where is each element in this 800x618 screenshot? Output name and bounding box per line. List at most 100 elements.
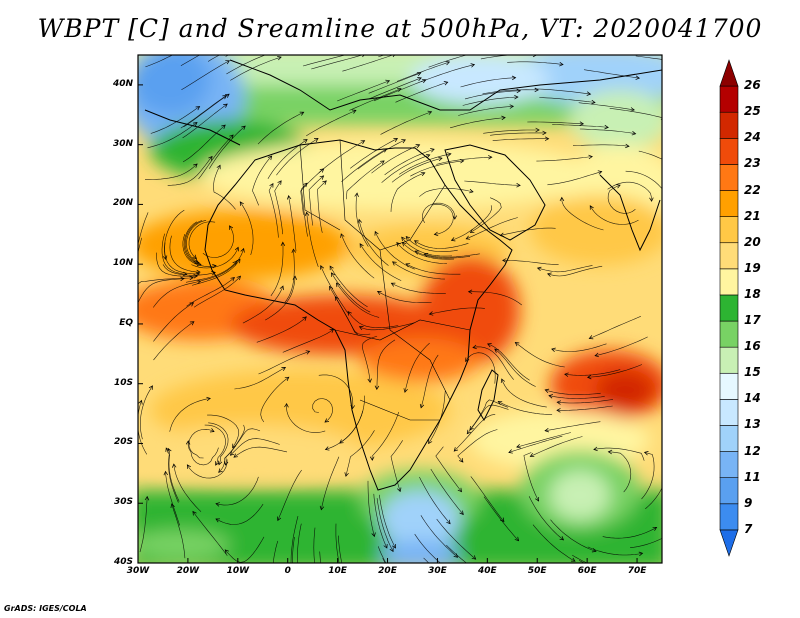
streamline: [534, 88, 591, 95]
colorbar-level-label: 15: [744, 365, 761, 380]
streamline-arrow: [664, 198, 668, 202]
streamline: [186, 277, 235, 307]
streamline: [501, 378, 547, 408]
streamline: [286, 403, 326, 433]
streamline: [138, 400, 148, 455]
streamline-arrow: [225, 93, 230, 98]
streamline-arrow: [544, 388, 550, 394]
streamline: [446, 544, 467, 563]
streamline: [402, 242, 455, 260]
streamline: [161, 233, 187, 275]
streamline: [420, 64, 475, 82]
streamline-arrow: [405, 263, 411, 268]
streamline-arrow: [144, 495, 150, 501]
streamline-arrow: [280, 241, 286, 247]
streamline: [435, 446, 462, 492]
streamline-arrow: [589, 205, 594, 210]
streamline-arrow: [406, 588, 410, 592]
streamline: [312, 398, 333, 423]
streamline: [308, 175, 324, 226]
streamline: [171, 503, 186, 559]
streamline: [593, 447, 645, 461]
streamline-arrow: [514, 341, 520, 347]
streamline: [470, 197, 502, 233]
streamline-arrow: [586, 374, 592, 380]
streamline-arrow: [616, 184, 621, 189]
streamline: [458, 106, 514, 116]
colorbar: [719, 59, 739, 557]
streamline: [404, 342, 430, 393]
streamline: [515, 342, 565, 368]
colorbar-level-label: 25: [744, 104, 761, 119]
streamline: [607, 181, 652, 202]
colorbar-level-label: 17: [744, 313, 761, 328]
streamline-arrow: [397, 487, 402, 493]
streamline: [469, 399, 509, 431]
streamline: [153, 321, 195, 361]
streamline-arrow: [536, 266, 542, 272]
streamline: [165, 447, 180, 502]
streamline-arrow: [230, 277, 235, 282]
streamline-arrow: [225, 60, 230, 65]
streamline: [145, 55, 174, 68]
streamline: [507, 61, 564, 65]
colorbar-level-label: 14: [744, 391, 761, 406]
streamline: [215, 503, 264, 525]
streamline-arrow: [196, 279, 202, 284]
streamline: [428, 55, 468, 68]
streamline: [207, 55, 220, 62]
streamline: [536, 156, 593, 162]
streamline: [282, 328, 334, 353]
streamline: [183, 221, 202, 266]
streamline-arrow: [186, 464, 191, 469]
streamline: [579, 128, 636, 135]
streamline-arrow: [351, 109, 357, 114]
streamline-arrow: [236, 275, 241, 281]
streamline-arrow: [604, 124, 609, 130]
streamline: [164, 209, 185, 260]
streamline: [270, 242, 284, 297]
streamline: [167, 448, 179, 503]
lat-tick-label: EQ: [119, 317, 133, 328]
colorbar-level-label: 26: [744, 78, 761, 93]
lon-tick-label: 20E: [378, 566, 397, 576]
streamline-arrow: [466, 429, 472, 435]
streamline-arrow: [534, 87, 539, 93]
streamline-arrow: [497, 400, 503, 405]
streamline-arrow: [215, 502, 220, 507]
streamline: [548, 395, 605, 399]
streamline: [391, 282, 446, 294]
streamline: [399, 153, 451, 175]
streamline: [252, 155, 272, 206]
streamline-arrow: [428, 311, 434, 316]
streamline-arrow: [369, 456, 375, 461]
lon-tick-label: 30W: [126, 566, 150, 576]
colorbar-level-label: 11: [744, 469, 761, 484]
streamline: [539, 97, 596, 103]
streamline-arrow: [148, 385, 153, 390]
streamline-arrow: [215, 461, 220, 466]
streamline: [405, 236, 458, 252]
streamline: [373, 493, 388, 549]
streamline-arrow: [354, 192, 359, 198]
streamline-arrow: [469, 188, 474, 194]
streamline: [317, 180, 327, 233]
streamline: [462, 96, 518, 106]
streamline-arrow: [485, 577, 489, 581]
streamline: [377, 546, 387, 563]
streamline: [587, 364, 643, 378]
lon-tick-label: 10E: [328, 566, 347, 576]
streamline: [436, 156, 492, 165]
lat-tick-label: 40N: [112, 78, 133, 89]
streamline: [572, 554, 588, 563]
streamline: [165, 471, 180, 526]
colorbar-swatch: [719, 320, 739, 348]
streamline: [359, 243, 402, 281]
streamline-arrow: [684, 173, 688, 177]
streamline-arrow: [182, 271, 188, 277]
streamline: [572, 144, 630, 147]
streamline: [215, 476, 259, 506]
streamline: [557, 399, 614, 404]
streamline: [451, 205, 492, 241]
streamline-arrow: [470, 63, 476, 68]
